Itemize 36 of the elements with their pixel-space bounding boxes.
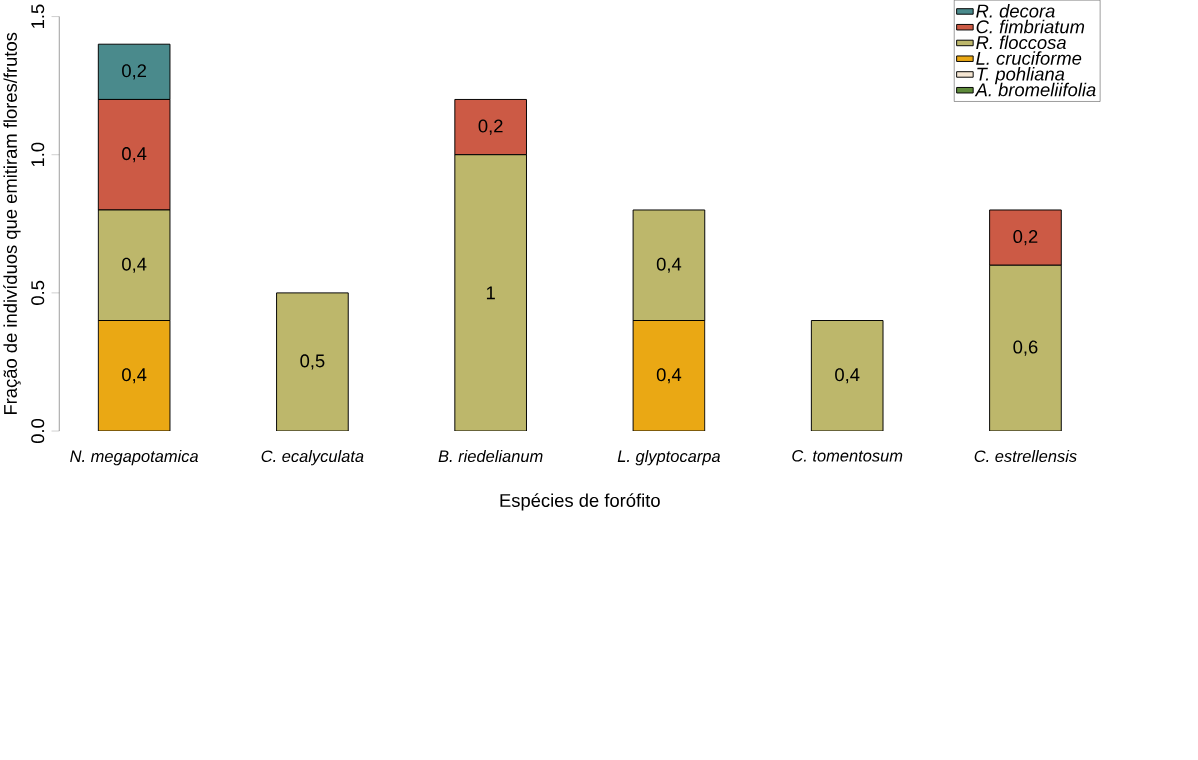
data-label: 0,4 xyxy=(122,147,147,163)
bar xyxy=(810,320,884,432)
x-tick-label: C. ecalyculata xyxy=(261,450,364,466)
bar xyxy=(97,209,171,322)
data-label: 0,5 xyxy=(300,354,325,370)
x-axis-title: Espécies de forófito xyxy=(500,493,660,511)
x-tick-label: B. riedelianum xyxy=(438,450,543,463)
y-tick-label: 1.5 xyxy=(31,4,45,29)
legend-label: R. floccosa xyxy=(976,35,1066,50)
bar xyxy=(276,292,349,432)
x-tick-label: C. tomentosum xyxy=(792,450,903,462)
data-label: 0,4 xyxy=(122,368,147,384)
y-axis-title: Fração de indivíduos que emitiram flores/frutos xyxy=(3,32,21,415)
bar xyxy=(632,209,706,322)
y-tick-label: 1.0 xyxy=(31,142,45,167)
legend-label: C. fimbriatum xyxy=(976,19,1085,34)
data-label: 0,6 xyxy=(1013,340,1038,356)
data-label: 0,2 xyxy=(478,119,503,135)
y-tick-label: 0.5 xyxy=(31,280,45,306)
bar xyxy=(454,154,527,432)
y-tick-label: 0.0 xyxy=(31,419,45,444)
data-label: 1 xyxy=(486,286,495,300)
x-tick-label: C. estrellensis xyxy=(974,450,1077,463)
data-label: 0,4 xyxy=(122,257,147,273)
bar xyxy=(632,320,706,432)
data-label: 0,2 xyxy=(122,64,147,80)
bar xyxy=(989,264,1062,432)
data-label: 0,4 xyxy=(835,368,860,384)
data-label: 0,4 xyxy=(656,368,682,384)
data-label: 0,2 xyxy=(1013,230,1038,246)
data-label: 0,4 xyxy=(656,257,682,273)
bar xyxy=(97,320,171,432)
x-tick-label: N. megapotamica xyxy=(70,450,199,466)
legend-label: R. decora xyxy=(976,4,1055,18)
legend-label: L. cruciforme xyxy=(976,51,1082,65)
x-tick-label: L. glyptocarpa xyxy=(617,450,721,466)
